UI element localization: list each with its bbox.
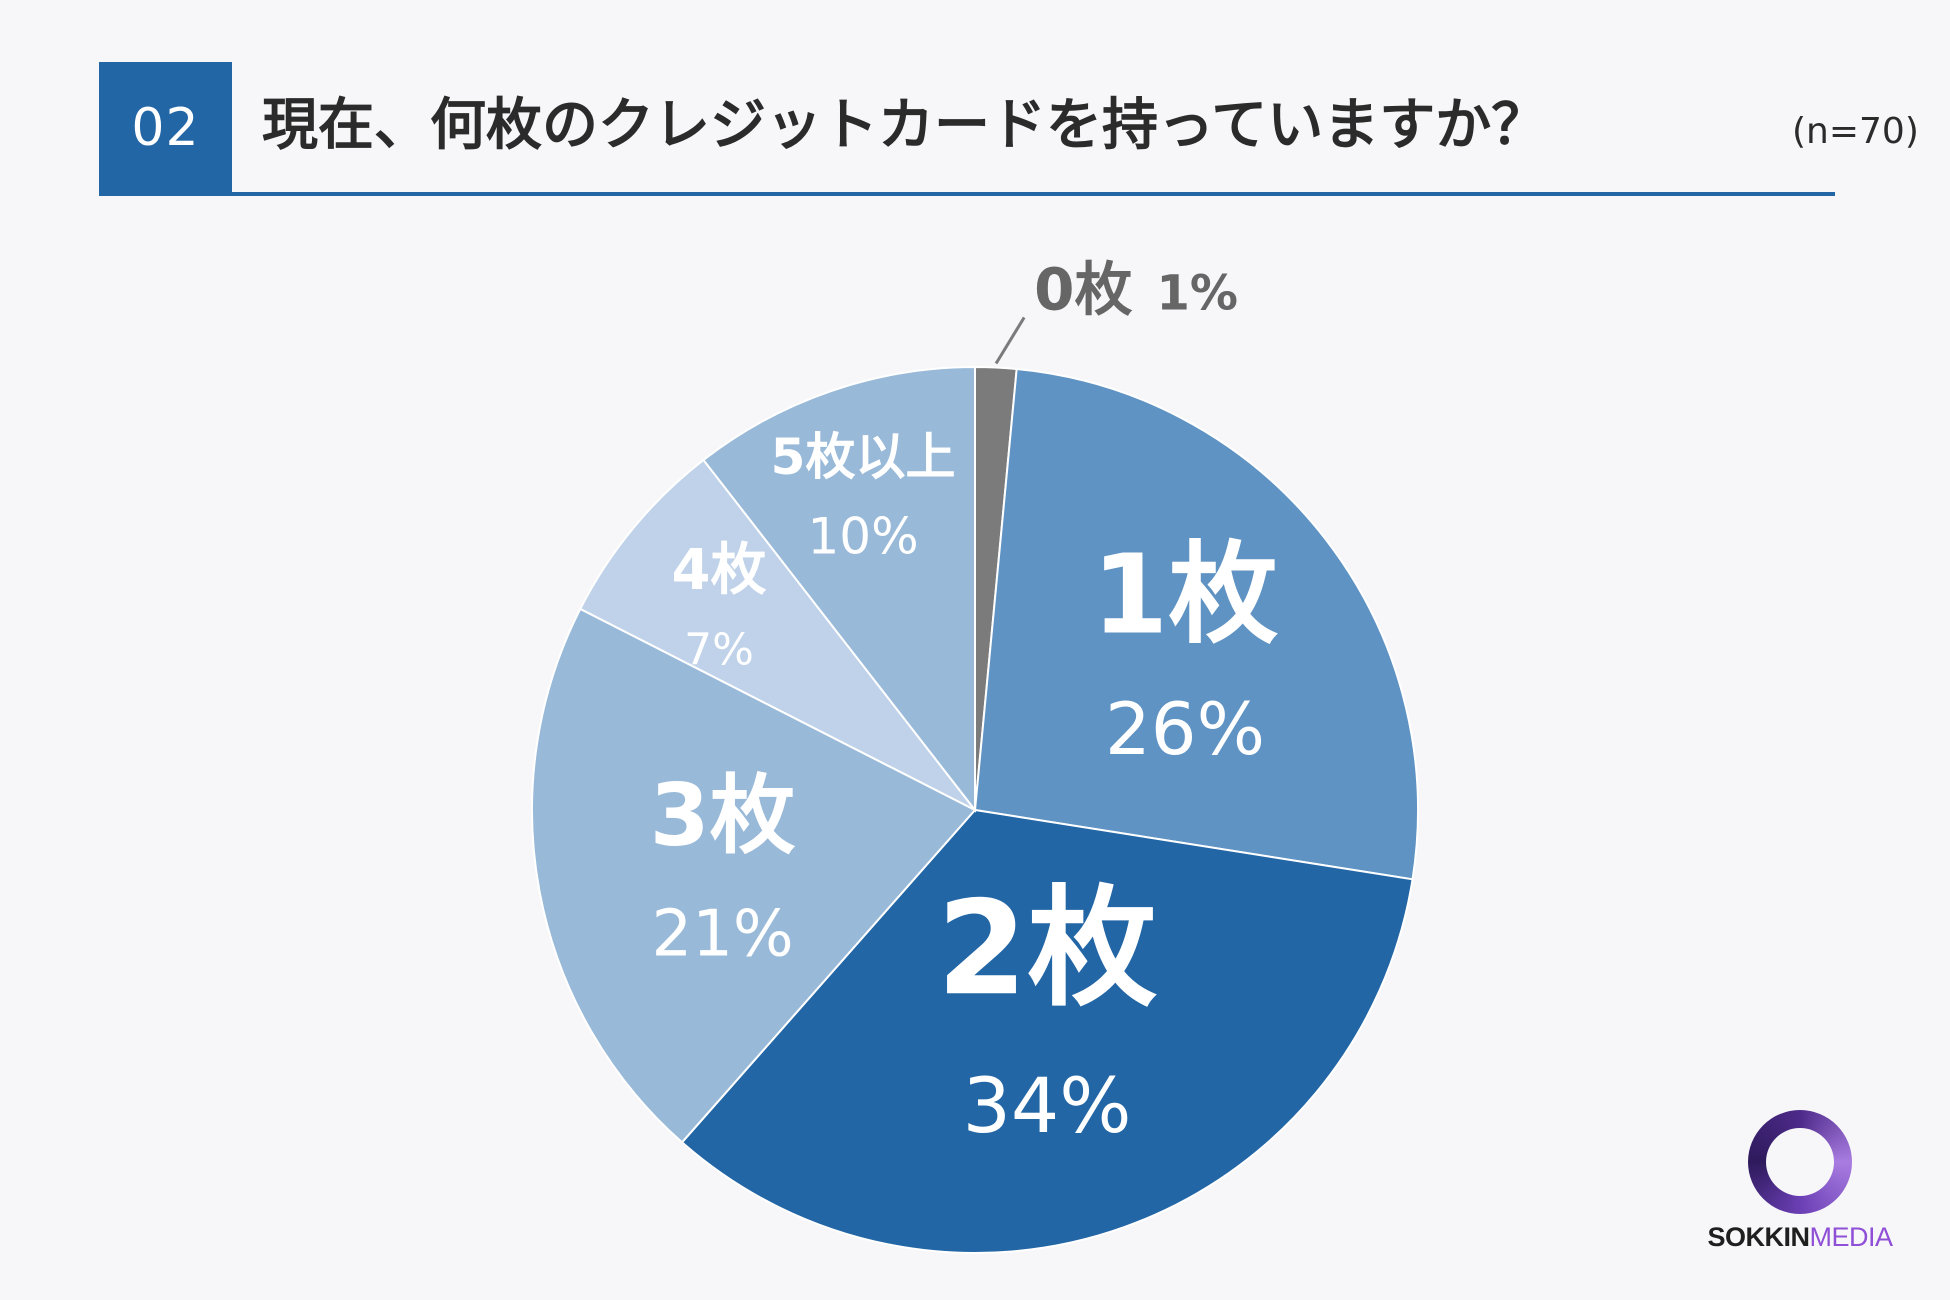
logo-ring-icon [1748, 1110, 1852, 1214]
question-number-badge: 02 [99, 62, 232, 194]
slice-category-3: 3枚 [650, 766, 796, 866]
slice-percent-2: 34% [963, 1061, 1132, 1150]
slice-category-1: 1枚 [1092, 531, 1279, 659]
slice-percent-5: 10% [808, 507, 919, 565]
logo-wordmark: SOKKINMEDIA [1707, 1222, 1893, 1252]
slice-category-4: 4枚 [672, 538, 767, 603]
header-underline [99, 192, 1835, 196]
sample-size: (n=70) [1792, 111, 1919, 152]
slice-category-2: 2枚 [937, 872, 1157, 1024]
pie-slice-3 [531, 607, 977, 1144]
slice-category-5: 5枚以上 [771, 428, 956, 486]
pie-slice-2 [680, 808, 1414, 1254]
slice-category-0: 0枚 [1034, 255, 1132, 323]
brand-logo: SOKKINMEDIA [1690, 1110, 1910, 1260]
question-number: 02 [131, 98, 200, 158]
slice-percent-3: 21% [651, 897, 793, 971]
leader-line-0 [994, 316, 1026, 365]
slice-percent-0: 1% [1157, 265, 1239, 321]
pie-slice-4 [578, 458, 976, 811]
slice-percent-1: 26% [1105, 687, 1265, 771]
pie-slice-1 [973, 367, 1420, 881]
slice-label-0: 0枚 1% [1034, 255, 1238, 323]
question-title: 現在、何枚のクレジットカードを持っていますか？ [262, 93, 1548, 158]
slice-percent-4: 7% [684, 625, 754, 676]
pie-slice-5 [702, 365, 976, 813]
